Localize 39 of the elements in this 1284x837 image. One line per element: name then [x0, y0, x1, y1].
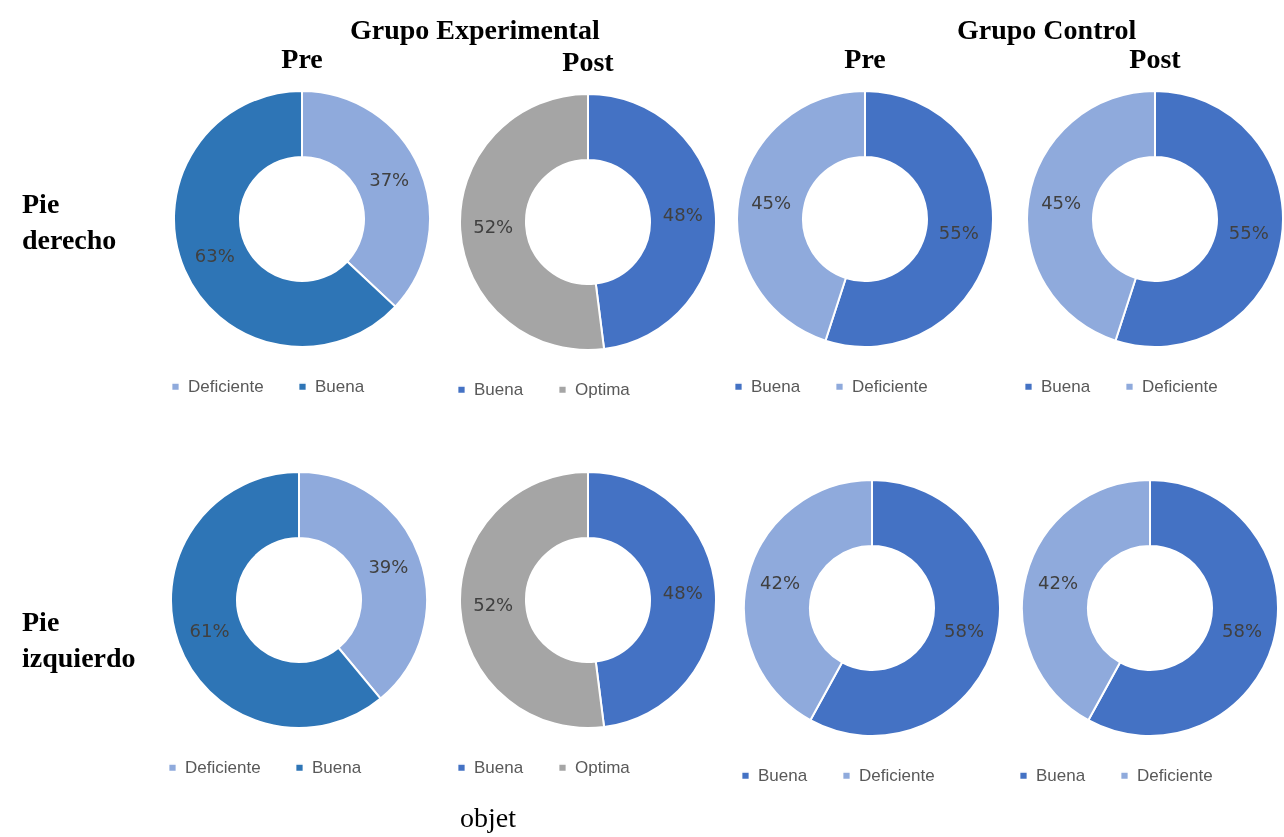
legend-label: Deficiente: [188, 376, 264, 396]
data-label: 37%: [369, 169, 410, 191]
data-label: 55%: [1228, 221, 1269, 243]
legend-label: Buena: [751, 376, 801, 396]
legend-label: Buena: [315, 376, 365, 396]
chart-title: Post: [562, 46, 615, 77]
data-label: 52%: [473, 593, 514, 615]
legend-label: Deficiente: [1137, 765, 1213, 785]
legend-label: Buena: [312, 757, 362, 777]
chart-title: Pre: [844, 43, 886, 74]
data-label: 39%: [368, 555, 409, 577]
legend-label: Deficiente: [859, 765, 935, 785]
legend-label: Optima: [575, 379, 631, 399]
text: objet: [460, 801, 517, 835]
legend-label: Optima: [575, 757, 631, 777]
data-label: 45%: [1041, 192, 1082, 214]
text: Pie izquierdo: [22, 605, 137, 676]
data-label: 48%: [662, 582, 703, 604]
data-label: 52%: [473, 215, 514, 237]
legend-label: Buena: [1036, 765, 1086, 785]
data-label: 42%: [759, 572, 800, 594]
legend-label: Buena: [474, 379, 524, 399]
legend-label: Deficiente: [852, 376, 928, 396]
data-label: 61%: [189, 620, 230, 642]
legend-label: Buena: [1041, 376, 1091, 396]
data-label: 42%: [1037, 572, 1078, 594]
data-label: 45%: [751, 192, 792, 214]
data-label: 48%: [662, 204, 703, 226]
text: Pie derecho: [22, 187, 118, 258]
legend-label: Deficiente: [185, 757, 261, 777]
data-label: 58%: [1222, 619, 1263, 641]
text: Grupo Experimental: [350, 14, 600, 45]
data-label: 63%: [194, 244, 235, 266]
legend-label: Buena: [474, 757, 524, 777]
chart-title: Pre: [281, 43, 323, 74]
data-label: 55%: [938, 221, 979, 243]
legend-label: Buena: [758, 765, 808, 785]
data-label: 58%: [944, 619, 985, 641]
legend-label: Deficiente: [1142, 376, 1218, 396]
